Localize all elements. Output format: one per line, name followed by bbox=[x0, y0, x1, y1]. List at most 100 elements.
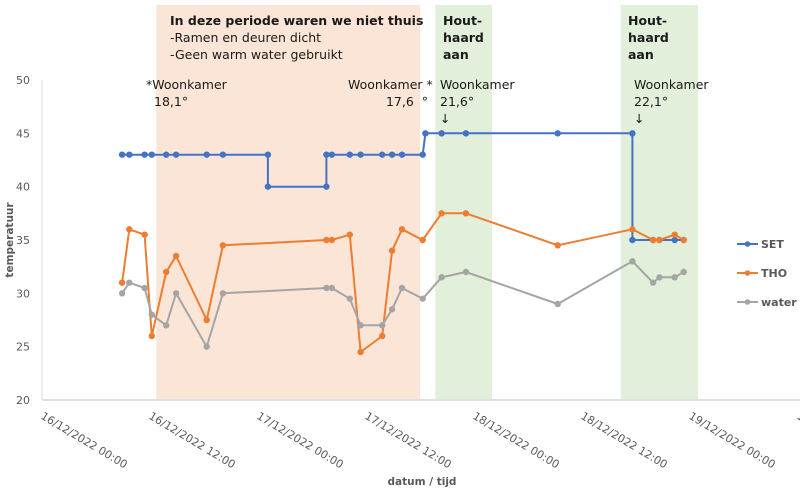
y-tick-labels: 20 25 30 35 40 45 50 bbox=[16, 74, 30, 407]
data-point-tho bbox=[172, 252, 180, 260]
period-annotation: In deze periode waren we niet thuis -Ram… bbox=[170, 12, 423, 63]
data-point-water bbox=[398, 284, 406, 292]
y-tick-label: 45 bbox=[16, 127, 30, 140]
woonkamer-3-temp: 21,6° bbox=[440, 94, 475, 109]
legend-label-water: water bbox=[761, 296, 797, 309]
woonkamer-1-label: *Woonkamer bbox=[146, 77, 227, 92]
x-tick-label: 18/12/2022 00:00 bbox=[470, 409, 561, 471]
data-point-set bbox=[629, 130, 636, 137]
woonkamer-annotation-2: Woonkamer * 17,6 ° bbox=[348, 76, 433, 110]
legend-marker-tho bbox=[744, 270, 751, 276]
data-point-tho bbox=[388, 247, 396, 254]
woonkamer-2-temp: 17,6 ° bbox=[385, 94, 428, 109]
woonkamer-1-temp: 18,1° bbox=[154, 94, 189, 109]
data-point-tho bbox=[148, 332, 155, 340]
legend: SET THO water bbox=[737, 238, 797, 309]
data-point-tho bbox=[398, 226, 406, 233]
data-point-set bbox=[398, 151, 406, 158]
x-tick-label: 17/12/2022 00:00 bbox=[254, 409, 345, 471]
data-point-tho bbox=[141, 231, 148, 238]
data-point-water bbox=[148, 311, 155, 318]
data-point-water bbox=[649, 279, 657, 286]
data-point-set bbox=[203, 151, 210, 158]
x-tick-labels: 16/12/2022 00:00 16/12/2022 12:00 17/12/20… bbox=[38, 409, 800, 471]
data-point-set bbox=[219, 151, 227, 158]
data-point-set bbox=[629, 236, 636, 244]
x-tick-label: 18/12/2022 12:00 bbox=[578, 409, 669, 471]
data-point-set bbox=[118, 151, 126, 158]
data-point-water bbox=[671, 274, 678, 281]
x-tick-label: 17/12/2022 12:00 bbox=[362, 409, 453, 471]
shaded-period-2 bbox=[435, 5, 492, 399]
houthaard-2-line-3: aan bbox=[628, 47, 654, 62]
legend-item-water: water bbox=[737, 296, 797, 309]
data-point-tho bbox=[357, 348, 364, 356]
data-point-water bbox=[346, 295, 353, 302]
data-point-tho bbox=[203, 316, 210, 324]
series-line-tho bbox=[121, 212, 685, 353]
data-point-tho bbox=[126, 226, 133, 233]
y-tick-label: 30 bbox=[16, 287, 30, 300]
shaded-periods bbox=[156, 5, 699, 399]
data-point-set bbox=[328, 151, 335, 158]
period-title: In deze periode waren we niet thuis bbox=[170, 13, 424, 28]
legend-item-set: SET bbox=[737, 238, 784, 251]
data-point-tho bbox=[656, 236, 663, 244]
data-point-water bbox=[172, 290, 180, 297]
data-point-tho bbox=[379, 332, 386, 340]
legend-label-set: SET bbox=[761, 238, 784, 251]
series-water bbox=[118, 258, 687, 350]
data-point-tho bbox=[680, 236, 687, 244]
legend-marker-set bbox=[744, 241, 751, 247]
data-point-set bbox=[323, 183, 330, 190]
data-point-tho bbox=[649, 236, 657, 244]
down-arrow-icon: ↓ bbox=[440, 111, 451, 126]
y-tick-label: 50 bbox=[16, 74, 30, 87]
data-point-tho bbox=[328, 236, 335, 244]
legend-label-tho: THO bbox=[761, 267, 787, 280]
down-arrow-icon: ↓ bbox=[634, 111, 645, 126]
data-point-set bbox=[422, 130, 429, 137]
data-point-water bbox=[379, 322, 386, 329]
data-point-tho bbox=[629, 226, 636, 233]
x-tick-label: 19/12/2022 12:00 bbox=[794, 409, 800, 471]
series-lines bbox=[118, 130, 687, 356]
woonkamer-annotation-4: Woonkamer 22,1° ↓ bbox=[634, 76, 709, 127]
data-point-set bbox=[357, 151, 364, 158]
data-point-set bbox=[264, 183, 272, 190]
data-point-set bbox=[671, 236, 678, 244]
y-tick-label: 35 bbox=[16, 234, 30, 247]
data-point-set bbox=[462, 130, 470, 137]
series-set bbox=[118, 130, 687, 244]
data-point-set bbox=[264, 151, 272, 158]
data-point-tho bbox=[419, 236, 426, 244]
data-point-water bbox=[680, 268, 687, 276]
series-tho bbox=[118, 210, 687, 356]
woonkamer-4-label: Woonkamer bbox=[634, 77, 709, 92]
x-tick-label: 16/12/2022 00:00 bbox=[38, 409, 129, 471]
data-point-water bbox=[163, 322, 170, 329]
woonkamer-3-label: Woonkamer bbox=[440, 77, 515, 92]
axes bbox=[41, 80, 800, 401]
houthaard-2-line-2: haard bbox=[628, 30, 669, 45]
y-tick-label: 25 bbox=[16, 341, 30, 354]
data-point-set bbox=[126, 151, 133, 158]
data-point-water bbox=[328, 284, 335, 292]
houthaard-2-line-1: Hout- bbox=[628, 13, 668, 28]
data-point-set bbox=[141, 151, 148, 158]
woonkamer-4-temp: 22,1° bbox=[634, 94, 669, 109]
data-point-water bbox=[118, 290, 126, 297]
houthaard-1-line-3: aan bbox=[443, 47, 469, 62]
data-point-tho bbox=[163, 268, 170, 276]
houthaard-1-line-2: haard bbox=[443, 30, 484, 45]
data-point-water bbox=[462, 268, 470, 276]
shaded-period-3 bbox=[620, 5, 699, 399]
data-point-water bbox=[357, 322, 364, 329]
data-point-tho bbox=[323, 236, 330, 244]
x-tick-label: 19/12/2022 00:00 bbox=[686, 409, 777, 471]
data-point-set bbox=[388, 151, 396, 158]
woonkamer-annotation-1: *Woonkamer 18,1° bbox=[146, 76, 227, 110]
data-point-set bbox=[148, 151, 155, 158]
data-point-water bbox=[438, 274, 445, 281]
